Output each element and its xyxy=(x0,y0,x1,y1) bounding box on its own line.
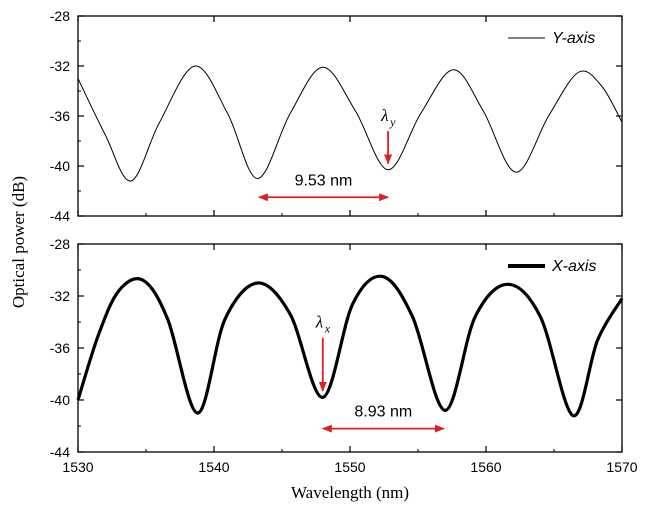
y-tick-label: -32 xyxy=(50,58,70,74)
x-tick-label: 1550 xyxy=(334,459,365,475)
lambda-label: λ xyxy=(380,106,388,125)
y-tick-label: -36 xyxy=(50,108,70,124)
y-tick-label: -36 xyxy=(50,340,70,356)
lambda-subscript: y xyxy=(389,115,396,129)
spacing-label: 8.93 nm xyxy=(354,404,412,421)
legend-label: Y-axis xyxy=(552,30,595,47)
x-axis-title: Wavelength (nm) xyxy=(291,483,409,502)
series-line-y-axis xyxy=(77,65,623,182)
plot-frame xyxy=(77,243,623,453)
y-tick-label: -44 xyxy=(50,208,70,224)
x-tick-label: 1530 xyxy=(62,459,93,475)
y-tick-label: -32 xyxy=(50,288,70,304)
top-panel: -28 -32 -36 -40 -44 Y-axis 9.53 nm λ y xyxy=(50,8,623,224)
x-tick-label: 1560 xyxy=(470,459,501,475)
y-tick-label: -44 xyxy=(50,444,70,460)
y-axis-title: Optical power (dB) xyxy=(9,176,28,308)
lambda-subscript: x xyxy=(324,322,331,336)
x-tick-label: 1570 xyxy=(606,459,637,475)
y-tick-label: -40 xyxy=(50,392,70,408)
spacing-label: 9.53 nm xyxy=(295,172,353,189)
y-tick-label: -28 xyxy=(50,236,70,252)
series-line-x-axis xyxy=(76,274,624,418)
y-tick-label: -28 xyxy=(50,8,70,24)
x-tick-label: 1540 xyxy=(198,459,229,475)
lambda-label: λ xyxy=(315,313,323,332)
y-tick-label: -40 xyxy=(50,158,70,174)
legend-label: X-axis xyxy=(551,258,596,275)
